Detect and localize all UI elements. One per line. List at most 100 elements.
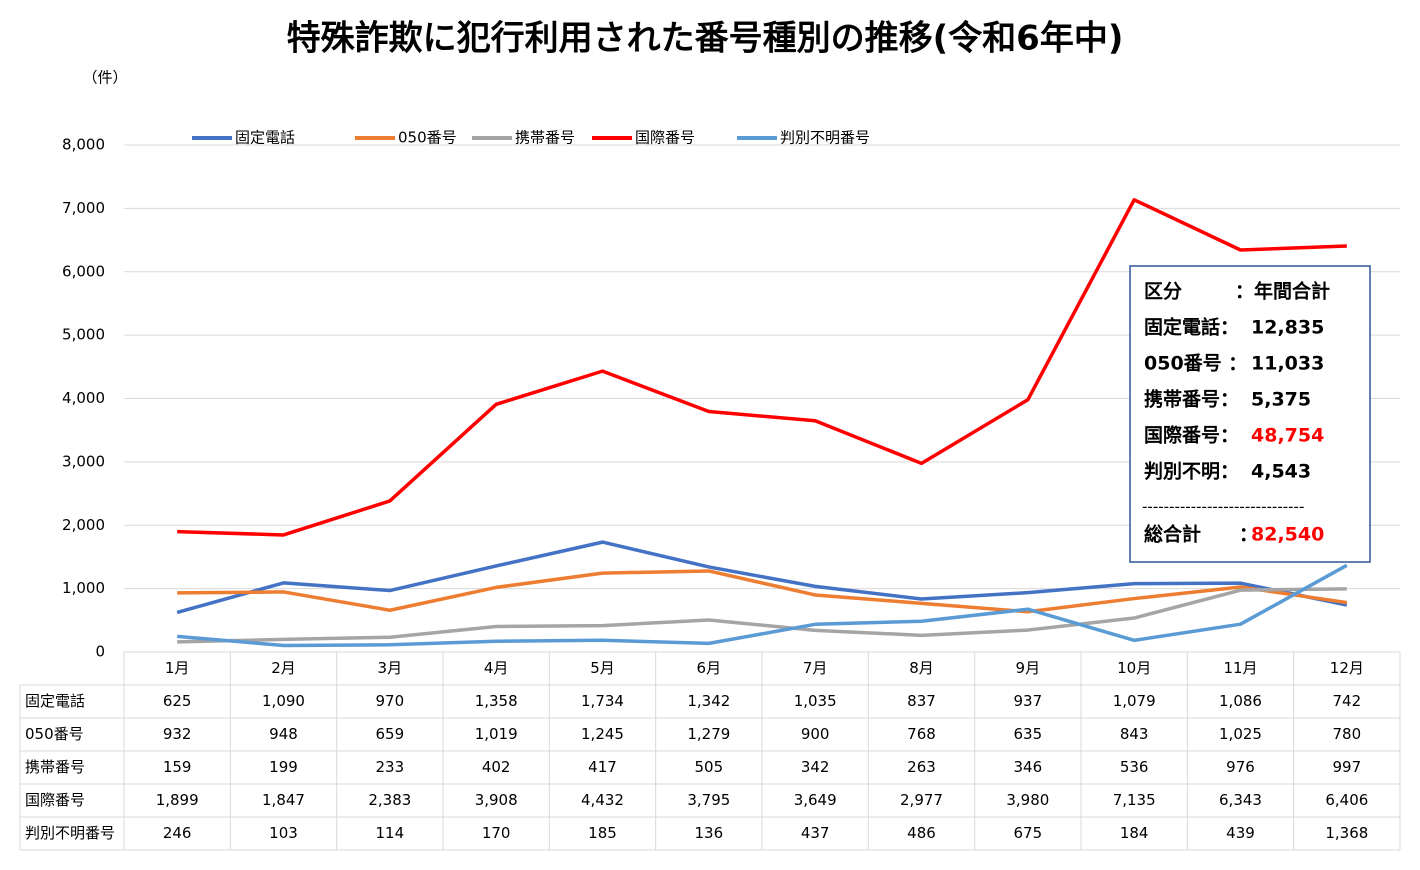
table-row-label: 携帯番号 bbox=[25, 758, 85, 776]
table-cell: 937 bbox=[1014, 692, 1043, 710]
table-cell: 970 bbox=[376, 692, 405, 710]
data-line bbox=[177, 198, 1347, 537]
table-cell: 900 bbox=[801, 725, 830, 743]
table-cell: 6,343 bbox=[1219, 791, 1262, 809]
summary-label: 総合計 ： bbox=[1144, 523, 1258, 546]
legend-label: 050番号 bbox=[398, 129, 457, 147]
summary-box bbox=[1129, 265, 1371, 563]
table-cell: 1,245 bbox=[581, 725, 624, 743]
y-tick-label: 8,000 bbox=[62, 136, 105, 154]
data-line bbox=[177, 563, 1348, 648]
table-cell: 346 bbox=[1014, 758, 1043, 776]
summary-label: 判別不明： bbox=[1144, 461, 1239, 483]
table-cell: 1,019 bbox=[475, 725, 518, 743]
summary-label: 固定電話： bbox=[1144, 316, 1239, 339]
table-cell: 7,135 bbox=[1113, 791, 1156, 809]
table-cell: 675 bbox=[1014, 824, 1043, 842]
x-tick-label: 2月 bbox=[271, 659, 296, 677]
table-cell: 625 bbox=[163, 692, 192, 710]
table-cell: 159 bbox=[163, 758, 192, 776]
table-cell: 948 bbox=[269, 725, 298, 743]
table-cell: 843 bbox=[1120, 725, 1149, 743]
chart-title: 特殊詐欺に犯行利用された番号種別の推移(令和6年中) bbox=[287, 19, 1124, 59]
table-cell: 263 bbox=[907, 758, 936, 776]
summary-value: 82,540 bbox=[1251, 524, 1324, 546]
table-cell: 185 bbox=[588, 824, 617, 842]
table-cell: 3,649 bbox=[794, 791, 837, 809]
table-cell: 659 bbox=[376, 725, 405, 743]
table-cell: 402 bbox=[482, 758, 511, 776]
x-tick-label: 6月 bbox=[697, 659, 722, 677]
table-cell: 1,847 bbox=[262, 791, 305, 809]
y-axis-label: （件） bbox=[82, 69, 127, 87]
table-cell: 1,899 bbox=[156, 791, 199, 809]
table-cell: 6,406 bbox=[1325, 791, 1368, 809]
legend-label: 国際番号 bbox=[635, 129, 695, 147]
table-cell: 4,432 bbox=[581, 791, 624, 809]
table-cell: 2,977 bbox=[900, 791, 943, 809]
summary-value: 5,375 bbox=[1251, 389, 1311, 411]
table-cell: 1,090 bbox=[262, 692, 305, 710]
summary-header: ：年間合計 bbox=[1235, 280, 1330, 303]
table-cell: 932 bbox=[163, 725, 192, 743]
y-tick-label: 4,000 bbox=[62, 389, 105, 407]
table-cell: 136 bbox=[695, 824, 724, 842]
table-cell: 342 bbox=[801, 758, 830, 776]
table-cell: 742 bbox=[1333, 692, 1362, 710]
table-cell: 997 bbox=[1333, 758, 1362, 776]
x-tick-label: 9月 bbox=[1016, 659, 1041, 677]
legend-label: 判別不明番号 bbox=[780, 129, 870, 147]
table-cell: 1,086 bbox=[1219, 692, 1262, 710]
table-cell: 780 bbox=[1333, 725, 1362, 743]
table-row-label: 国際番号 bbox=[25, 791, 85, 809]
y-tick-label: 7,000 bbox=[62, 199, 105, 217]
legend-label: 携帯番号 bbox=[515, 129, 575, 147]
table-cell: 505 bbox=[695, 758, 724, 776]
y-tick-label: 1,000 bbox=[62, 579, 105, 597]
summary-label: 国際番号： bbox=[1144, 424, 1239, 447]
data-line bbox=[176, 540, 1348, 615]
x-tick-label: 4月 bbox=[484, 659, 509, 677]
table-cell: 837 bbox=[907, 692, 936, 710]
x-tick-label: 7月 bbox=[803, 659, 828, 677]
table-cell: 2,383 bbox=[368, 791, 411, 809]
table-cell: 768 bbox=[907, 725, 936, 743]
table-row-label: 固定電話 bbox=[25, 692, 85, 710]
table-cell: 417 bbox=[588, 758, 617, 776]
table-cell: 184 bbox=[1120, 824, 1149, 842]
y-tick-label: 3,000 bbox=[62, 452, 105, 470]
data-line bbox=[177, 569, 1348, 614]
table-row-label: 判別不明番号 bbox=[25, 824, 115, 842]
table-cell: 1,358 bbox=[475, 692, 518, 710]
table-row-label: 050番号 bbox=[25, 725, 84, 743]
y-tick-label: 6,000 bbox=[62, 262, 105, 280]
y-tick-label: 5,000 bbox=[62, 326, 105, 344]
table-cell: 199 bbox=[269, 758, 298, 776]
x-tick-label: 5月 bbox=[590, 659, 615, 677]
y-tick-label: 2,000 bbox=[62, 516, 105, 534]
summary-label: 050番号 ： bbox=[1144, 353, 1247, 375]
table-cell: 1,279 bbox=[687, 725, 730, 743]
table-cell: 1,368 bbox=[1325, 824, 1368, 842]
x-tick-label: 3月 bbox=[378, 659, 403, 677]
summary-value: 12,835 bbox=[1251, 317, 1324, 339]
table-cell: 1,025 bbox=[1219, 725, 1262, 743]
table-cell: 1,079 bbox=[1113, 692, 1156, 710]
table-cell: 1,342 bbox=[687, 692, 730, 710]
table-cell: 536 bbox=[1120, 758, 1149, 776]
table-cell: 3,795 bbox=[687, 791, 730, 809]
table-cell: 114 bbox=[376, 824, 405, 842]
x-tick-label: 12月 bbox=[1330, 659, 1364, 677]
table-cell: 246 bbox=[163, 824, 192, 842]
x-tick-label: 1月 bbox=[165, 659, 190, 677]
legend-label: 固定電話 bbox=[235, 129, 295, 147]
x-tick-label: 8月 bbox=[909, 659, 934, 677]
table-cell: 437 bbox=[801, 824, 830, 842]
table-cell: 439 bbox=[1226, 824, 1255, 842]
table-cell: 1,734 bbox=[581, 692, 624, 710]
table-cell: 3,980 bbox=[1006, 791, 1049, 809]
summary-header: 区分 bbox=[1144, 281, 1182, 303]
table-cell: 976 bbox=[1226, 758, 1255, 776]
